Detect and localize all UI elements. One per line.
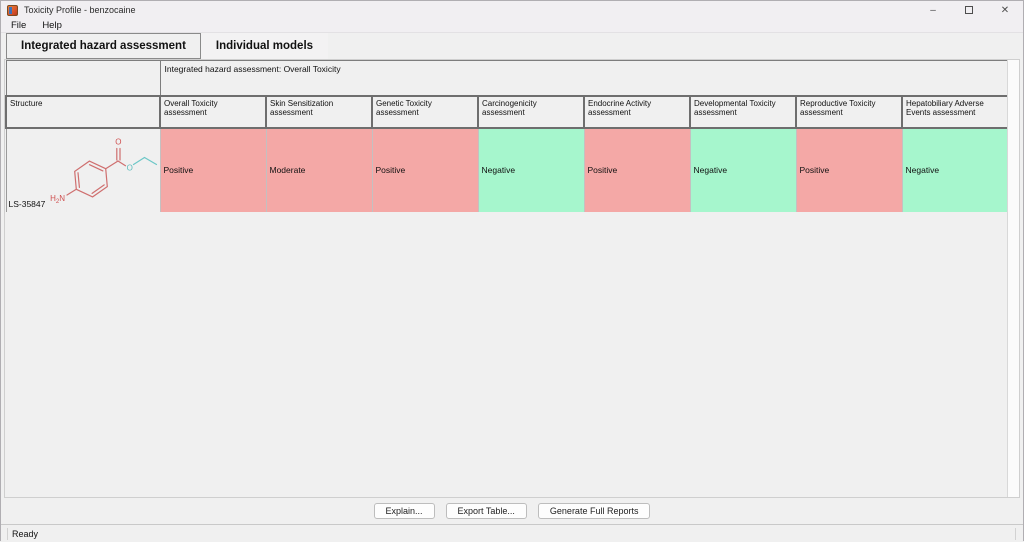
cell-overall-toxicity[interactable]: Positive (160, 127, 267, 212)
group-header-empty-cell (5, 60, 161, 96)
svg-text:O: O (126, 163, 132, 172)
cell-genetic-toxicity[interactable]: Positive (372, 127, 479, 212)
structure-cell[interactable]: O O H2N LS-35847 (5, 127, 161, 212)
status-bar: Ready (1, 524, 1023, 542)
export-table-button[interactable]: Export Table... (445, 503, 527, 519)
vertical-scrollbar[interactable] (1007, 60, 1019, 497)
col-header-reproductive-toxicity: Reproductive Toxicity assessment (795, 94, 903, 129)
cell-endocrine-activity[interactable]: Positive (584, 127, 691, 212)
col-header-carcinogenicity: Carcinogenicity assessment (477, 94, 585, 129)
app-icon (7, 4, 18, 16)
assessment-panel: Integrated hazard assessment: Overall To… (4, 59, 1020, 498)
close-button[interactable]: ✕ (1000, 4, 1010, 16)
generate-full-reports-button[interactable]: Generate Full Reports (537, 503, 651, 519)
col-header-skin-sensitization: Skin Sensitization assessment (265, 94, 373, 129)
status-text: Ready (12, 528, 39, 539)
col-header-genetic-toxicity: Genetic Toxicity assessment (371, 94, 479, 129)
title-bar: Toxicity Profile - benzocaine – ✕ (1, 1, 1023, 19)
menu-bar: File Help (1, 19, 1023, 33)
action-button-bar: Explain... Export Table... Generate Full… (1, 498, 1023, 524)
column-header-row: Structure Overall Toxicity assessment Sk… (5, 94, 1009, 129)
col-header-endocrine-activity: Endocrine Activity assessment (583, 94, 691, 129)
svg-text:O: O (115, 137, 121, 146)
col-header-overall-toxicity: Overall Toxicity assessment (159, 94, 267, 129)
cell-skin-sensitization[interactable]: Moderate (266, 127, 373, 212)
tab-individual-models[interactable]: Individual models (200, 33, 329, 59)
svg-text:H2N: H2N (50, 194, 65, 205)
maximize-button[interactable] (951, 1, 987, 19)
group-header-cell: Integrated hazard assessment: Overall To… (159, 60, 1009, 96)
minimize-button[interactable]: – (930, 4, 936, 16)
molecule-structure-benzocaine: O O H2N (50, 137, 157, 205)
explain-button[interactable]: Explain... (373, 503, 435, 519)
tab-integrated-hazard-assessment[interactable]: Integrated hazard assessment (6, 33, 201, 59)
tab-bar: Integrated hazard assessment Individual … (1, 33, 1023, 59)
cell-carcinogenicity[interactable]: Negative (478, 127, 585, 212)
status-separator-right (1015, 528, 1016, 540)
cell-hepatobiliary[interactable]: Negative (902, 127, 1009, 212)
col-header-hepatobiliary: Hepatobiliary Adverse Events assessment (901, 94, 1009, 129)
menu-help[interactable]: Help (42, 20, 62, 31)
table-row: O O H2N LS-35847 Positive Moderate Posit… (5, 127, 1009, 212)
menu-file[interactable]: File (11, 20, 27, 31)
cell-reproductive-toxicity[interactable]: Positive (796, 127, 903, 212)
maximize-icon (965, 6, 973, 14)
structure-id-label: LS-35847 (8, 198, 46, 209)
status-separator-left (7, 527, 8, 540)
cell-developmental-toxicity[interactable]: Negative (690, 127, 797, 212)
group-header-row: Integrated hazard assessment: Overall To… (5, 60, 1009, 96)
col-header-developmental-toxicity: Developmental Toxicity assessment (689, 94, 797, 129)
col-header-structure: Structure (5, 94, 161, 129)
window-title: Toxicity Profile - benzocaine (24, 5, 136, 15)
window-controls: – ✕ (915, 1, 1023, 19)
toxicity-table: Integrated hazard assessment: Overall To… (5, 60, 1009, 212)
